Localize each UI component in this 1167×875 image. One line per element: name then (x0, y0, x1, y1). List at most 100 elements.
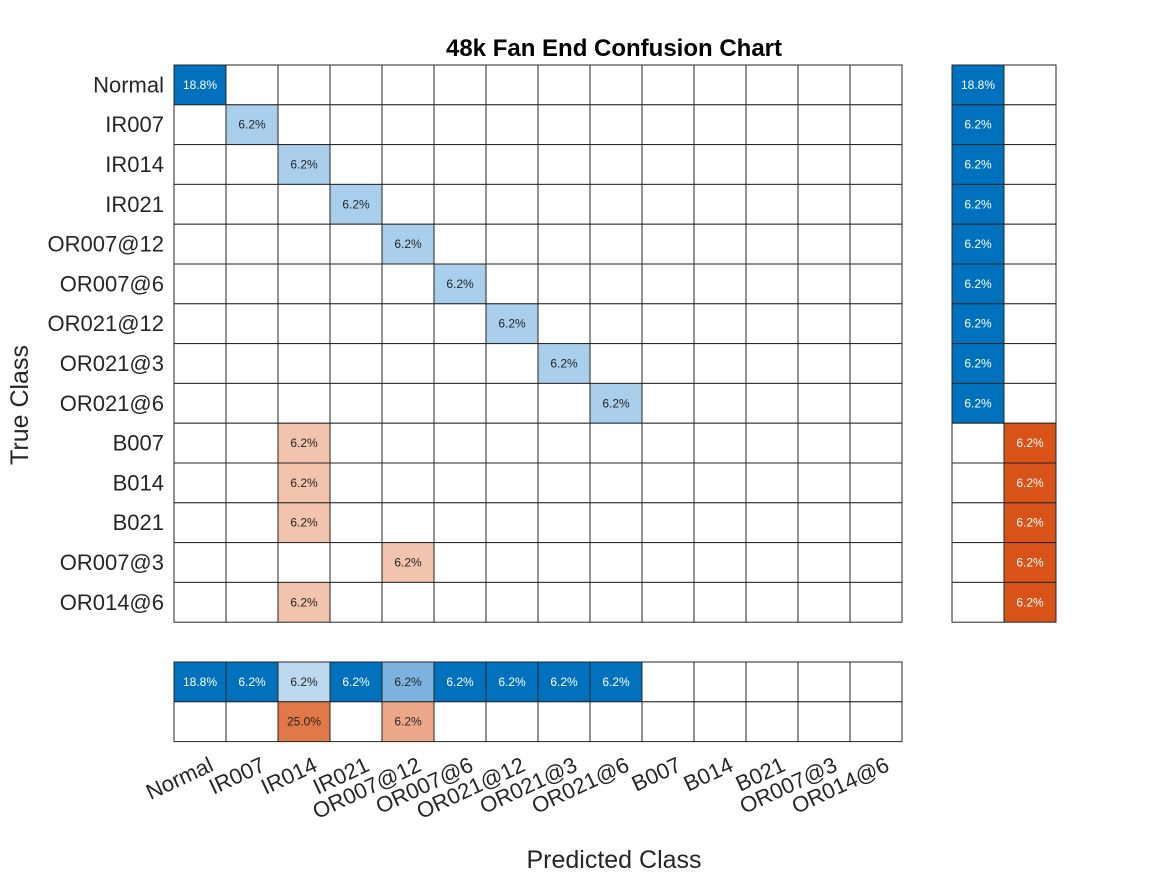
y-axis-label: True Class (6, 345, 34, 465)
row-summary-incorrect-cell (1003, 183, 1057, 225)
matrix-cell (589, 542, 643, 583)
matrix-cell (537, 382, 591, 424)
row-summary-incorrect-cell (1003, 581, 1057, 623)
column-summary-correct-value: 6.2% (498, 675, 526, 689)
y-tick-label: IR007 (105, 112, 164, 137)
matrix-cell (589, 462, 643, 504)
column-summary-correct-cell (173, 661, 227, 703)
matrix-cell (381, 502, 435, 544)
matrix-cell (849, 64, 903, 106)
matrix-cell (433, 382, 487, 424)
matrix-cell (745, 104, 799, 146)
matrix-cell (693, 382, 747, 424)
matrix-cell (589, 502, 643, 544)
matrix-cell (745, 462, 799, 504)
matrix-cell (173, 183, 227, 225)
matrix-cell (693, 183, 747, 225)
matrix-cell (641, 422, 695, 464)
row-summary-correct-cell (951, 343, 1005, 384)
y-tick-label: B021 (113, 510, 164, 535)
matrix-cell (849, 303, 903, 345)
row-summary-incorrect-value: 6.2% (1016, 516, 1044, 530)
row-summary-incorrect-value: 6.2% (1016, 436, 1044, 450)
matrix-cell (589, 303, 643, 345)
matrix-cell (693, 581, 747, 623)
matrix-cell (381, 343, 435, 384)
row-summary-incorrect-cell (1003, 144, 1057, 185)
matrix-cell (381, 144, 435, 185)
row-summary-incorrect-cell (1003, 303, 1057, 345)
column-summary-incorrect-cell (485, 701, 539, 743)
matrix-cell (797, 263, 851, 305)
column-summary-correct-cell (849, 661, 903, 703)
matrix-cell (277, 303, 331, 345)
y-tick-label: IR021 (105, 192, 164, 217)
matrix-cell (745, 144, 799, 185)
column-summary-incorrect-value: 25.0% (287, 715, 321, 729)
confusion-matrix-grid: 18.8% 6.2% 6.2% 6.2% 6.2% 6.2% 6.2% 6.2% 6.2% 6.2… (173, 64, 903, 623)
matrix-cell (173, 303, 227, 345)
x-tick-label: B007 (628, 752, 685, 796)
matrix-cell (797, 343, 851, 384)
cell-value: 6.2% (394, 237, 422, 251)
column-summary-incorrect-cell (797, 701, 851, 743)
matrix-cell (381, 104, 435, 146)
cell-value: 6.2% (342, 197, 370, 211)
row-summary-incorrect-value: 6.2% (1016, 595, 1044, 609)
matrix-cell (433, 462, 487, 504)
matrix-cell (173, 382, 227, 424)
matrix-cell (641, 542, 695, 583)
column-summary-correct-value: 6.2% (342, 675, 370, 689)
row-summary-correct-value: 6.2% (964, 357, 992, 371)
matrix-cell (225, 382, 279, 424)
cell-value: 6.2% (550, 357, 578, 371)
column-summary-incorrect-cell (173, 701, 227, 743)
matrix-cell (381, 303, 435, 345)
column-summary-correct-value: 18.8% (183, 675, 217, 689)
column-summary-correct-value: 6.2% (602, 675, 630, 689)
matrix-cell (537, 303, 591, 345)
column-summary-correct-value: 6.2% (446, 675, 474, 689)
matrix-cell (225, 462, 279, 504)
matrix-cell (589, 422, 643, 464)
matrix-cell (589, 223, 643, 265)
matrix-cell (693, 64, 747, 106)
matrix-cell (225, 542, 279, 583)
x-tick-label: B014 (680, 752, 737, 796)
matrix-cell (849, 382, 903, 424)
row-summary-correct-cell (951, 542, 1005, 583)
row-summary-correct-cell (951, 263, 1005, 305)
matrix-cell (641, 223, 695, 265)
column-summary-correct-cell (589, 661, 643, 703)
matrix-cell (381, 422, 435, 464)
matrix-cell (173, 581, 227, 623)
matrix-cell (849, 104, 903, 146)
row-summary-incorrect-cell (1003, 542, 1057, 583)
matrix-cell (589, 263, 643, 305)
matrix-cell (381, 263, 435, 305)
matrix-cell (693, 462, 747, 504)
matrix-cell (485, 263, 539, 305)
row-summary-correct-value: 6.2% (964, 158, 992, 172)
row-summary-correct-value: 6.2% (964, 277, 992, 291)
column-summary-correct-cell (797, 661, 851, 703)
row-summary-correct-cell (951, 581, 1005, 623)
x-axis-label: Predicted Class (526, 846, 701, 874)
column-summary-incorrect-cell (589, 701, 643, 743)
row-summary-correct-value: 6.2% (964, 237, 992, 251)
matrix-cell (693, 303, 747, 345)
matrix-cell (277, 581, 331, 623)
matrix-cell (693, 343, 747, 384)
matrix-cell (277, 183, 331, 225)
matrix-cell (849, 144, 903, 185)
cell-value: 6.2% (290, 516, 318, 530)
matrix-cell (693, 104, 747, 146)
matrix-cell (433, 502, 487, 544)
matrix-cell (641, 183, 695, 225)
matrix-cell (693, 502, 747, 544)
column-summary-incorrect-cell (381, 701, 435, 743)
column-summary-correct-value: 6.2% (550, 675, 578, 689)
matrix-cell (433, 581, 487, 623)
matrix-cell (745, 382, 799, 424)
